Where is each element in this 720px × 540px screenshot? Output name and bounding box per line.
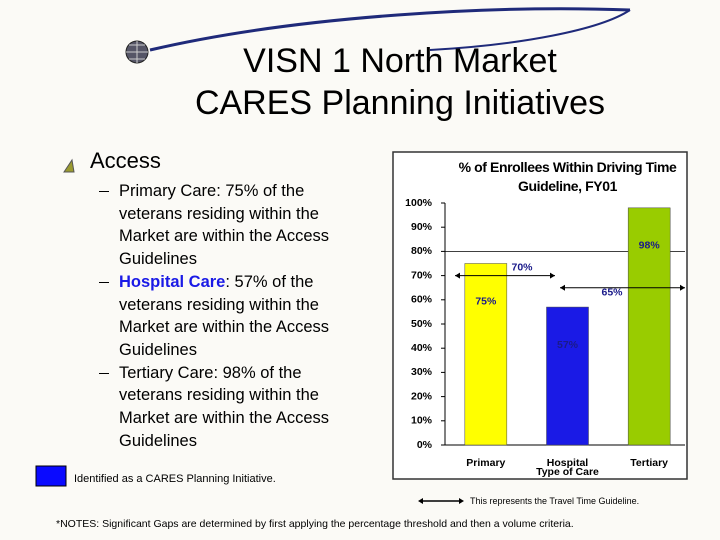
dash [99,281,109,283]
y-tick-label: 50% [411,318,433,330]
legend-text: This represents the Travel Time Guidelin… [470,496,640,506]
bar [627,207,671,446]
sub-bullet-label: Tertiary Care [119,363,214,382]
value-label: 57% [557,339,579,351]
y-tick-label: 80% [411,245,433,257]
y-tick-label: 0% [417,439,433,451]
guideline-label: 65% [601,286,623,298]
x-axis-title: Type of Care [536,466,599,478]
sub-bullet-text: : 57% of the veterans residing within th… [119,272,330,359]
chart-title: % of Enrollees Within Driving Time Guide… [458,159,677,194]
guideline-label: 70% [511,261,533,273]
dash [99,372,109,374]
notes: *NOTES: Significant Gaps are determined … [56,518,574,530]
legend-arrow [418,498,464,504]
bar [464,263,508,446]
swoosh [149,7,631,52]
sub-bullet-text: : 75% of the veterans residing within th… [119,182,330,269]
swoosh [429,9,631,51]
bar [546,306,589,446]
legend-text: Identified as a CARES Planning Initiativ… [74,473,276,485]
y-tick-label: 40% [411,342,433,354]
y-tick-label: 100% [405,197,433,209]
sub-bullets: Primary Care: 75% of the veterans residi… [95,180,345,452]
value-label: 98% [639,240,661,252]
slide-title: VISN 1 North Market CARES Planning Initi… [150,40,650,124]
y-tick-label: 20% [411,390,433,402]
y-tick-label: 30% [411,366,433,378]
y-tick-label: 60% [411,294,433,306]
title-line: VISN 1 North Market [243,42,557,80]
sub-bullet: Tertiary Care: 98% of the veterans resid… [95,362,345,453]
sub-bullet-text: : 98% of the veterans residing within th… [119,363,330,450]
bullet: Access [90,148,161,173]
title-line: CARES Planning Initiatives [194,84,606,122]
globe-icon [126,41,148,63]
sub-bullet: Primary Care: 75% of the veterans residi… [95,180,345,271]
x-tick-label: Primary [466,457,505,469]
dash [99,191,109,192]
x-tick-label: Tertiary [630,457,668,469]
value-label: 75% [475,295,497,307]
y-tick-label: 90% [411,221,433,233]
y-tick-label: 70% [411,269,433,281]
legend-swatch [35,465,67,487]
x-tick-label: Hospital [547,457,589,469]
y-tick-label: 10% [411,415,433,427]
bullet-icon [63,158,75,173]
sub-bullet-label: Hospital Care [119,272,226,291]
sub-bullet: Hospital Care: 57% of the veterans resid… [95,271,345,362]
sub-bullet-label: Primary Care [119,182,217,200]
